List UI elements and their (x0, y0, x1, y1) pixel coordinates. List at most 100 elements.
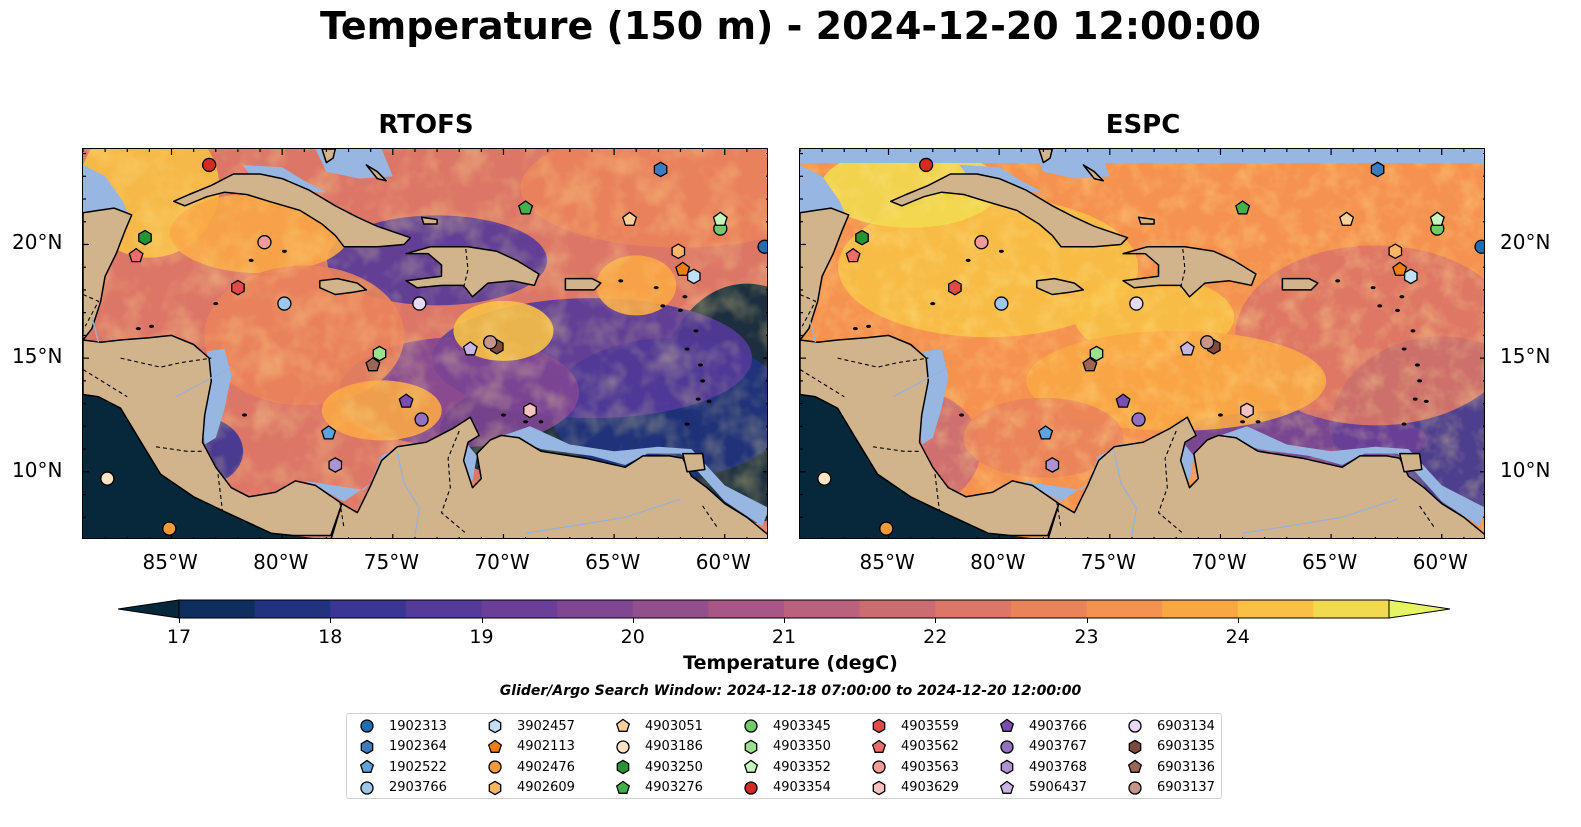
legend-marker-4902476[interactable] (488, 760, 502, 774)
legend-marker-icon (615, 718, 631, 732)
float-marker-4903629[interactable] (1240, 402, 1254, 419)
float-marker-6903134[interactable] (1129, 296, 1144, 311)
float-marker-4903354[interactable] (201, 157, 217, 173)
colorbar-label: Temperature (degC) (683, 652, 898, 674)
legend-marker-4903345[interactable] (744, 719, 758, 733)
legend-marker-4903250[interactable] (616, 759, 630, 775)
float-marker-4903559[interactable] (231, 279, 245, 296)
legend-marker-icon (872, 780, 886, 795)
legend-marker-1902364[interactable] (360, 739, 374, 754)
legend-label: 4903559 (901, 718, 959, 734)
float-marker-2903766[interactable] (994, 296, 1009, 311)
float-marker-4903768[interactable] (1045, 457, 1060, 473)
float-marker-4903768[interactable] (328, 457, 343, 473)
colorbar-bin (1086, 600, 1163, 618)
float-markers (817, 157, 1485, 536)
land-centralAm (800, 334, 1060, 537)
legend-marker-6903135[interactable] (1128, 739, 1142, 754)
float-marker-4903767[interactable] (1131, 412, 1146, 427)
legend-marker-4902113[interactable] (487, 739, 503, 753)
legend-marker-4903276[interactable] (615, 780, 631, 794)
float-marker-4903767[interactable] (414, 412, 429, 427)
float-marker-4903051[interactable] (622, 211, 638, 226)
legend-label: 6903137 (1157, 780, 1215, 795)
legend-marker-1902313[interactable] (360, 719, 374, 733)
float-marker-4903354[interactable] (918, 157, 934, 173)
float-marker-1902364[interactable] (1370, 161, 1385, 178)
float-marker-4902113[interactable] (1392, 261, 1408, 276)
float-marker-4903562[interactable] (128, 247, 144, 263)
legend-marker-4903767[interactable] (1000, 739, 1014, 754)
float-marker-1902522[interactable] (1038, 425, 1054, 440)
float-marker-1902364[interactable] (653, 161, 668, 178)
float-marker-2903766[interactable] (277, 296, 292, 311)
lon-tick-label: 75°W (1080, 550, 1137, 574)
float-marker-4903350[interactable] (372, 345, 387, 362)
float-marker-4903352[interactable] (1429, 211, 1445, 226)
float-marker-6903137[interactable] (1200, 335, 1215, 350)
legend-marker-2903766[interactable] (360, 780, 374, 795)
float-marker-4903352[interactable] (712, 211, 728, 226)
legend-marker-4903629[interactable] (872, 780, 886, 795)
float-marker-4903186[interactable] (817, 471, 832, 486)
colorbar-bin (632, 600, 709, 618)
legend-marker-4903768[interactable] (1000, 759, 1014, 775)
float-marker-4903563[interactable] (257, 235, 272, 250)
float-marker-4903766[interactable] (398, 393, 414, 408)
legend-marker-4903563[interactable] (872, 760, 886, 774)
float-marker-4903350[interactable] (1089, 345, 1104, 362)
float-marker-4903250[interactable] (138, 229, 152, 246)
legend-marker-4903562[interactable] (871, 739, 887, 753)
float-marker-4902113[interactable] (675, 261, 691, 276)
land-puertoRico (564, 277, 602, 291)
legend-label: 4902113 (517, 739, 575, 754)
map-panel-espc[interactable] (799, 148, 1485, 539)
float-marker-4903186[interactable] (100, 471, 115, 486)
legend-marker-4903350[interactable] (744, 739, 758, 754)
colorbar-tick-label: 20 (620, 626, 645, 648)
float-marker-4903276[interactable] (518, 200, 534, 215)
float-marker-3902457[interactable] (1403, 268, 1418, 285)
float-marker-3902457[interactable] (686, 268, 701, 285)
float-marker-1902313[interactable] (1474, 239, 1485, 254)
float-marker-1902522[interactable] (321, 425, 337, 440)
float-marker-6903137[interactable] (483, 335, 498, 350)
legend-marker-5906437[interactable] (999, 780, 1015, 794)
float-marker-4902476[interactable] (879, 521, 894, 536)
float-marker-4903250[interactable] (855, 229, 869, 246)
colorbar-tick-label: 19 (469, 626, 494, 648)
float-marker-6903134[interactable] (412, 296, 427, 311)
float-marker-4903766[interactable] (1115, 393, 1131, 408)
legend-marker-icon (1000, 739, 1014, 754)
float-marker-6903136[interactable] (365, 356, 381, 372)
country-borders (800, 248, 1436, 534)
legend-entry: 1902522 (359, 757, 447, 777)
float-marker-4903051[interactable] (1339, 211, 1355, 226)
legend-marker-3902457[interactable] (488, 718, 502, 734)
float-marker-1902313[interactable] (757, 239, 768, 254)
legend-marker-6903136[interactable] (1127, 759, 1143, 773)
legend-marker-1902522[interactable] (359, 759, 375, 773)
map-panel-rtofs[interactable] (82, 148, 768, 539)
float-marker-4902609[interactable] (1388, 243, 1403, 260)
legend-marker-4903186[interactable] (616, 739, 630, 754)
legend-marker-4903766[interactable] (999, 718, 1015, 732)
float-marker-4902476[interactable] (162, 521, 177, 536)
float-marker-4903559[interactable] (948, 279, 962, 296)
float-marker-5906437[interactable] (462, 341, 478, 356)
float-marker-6903136[interactable] (1082, 356, 1098, 372)
float-marker-5906437[interactable] (1179, 341, 1195, 356)
legend-marker-4903354[interactable] (744, 780, 758, 795)
legend-marker-4903051[interactable] (615, 718, 631, 732)
float-marker-4903276[interactable] (1235, 200, 1251, 215)
legend-marker-4903352[interactable] (743, 759, 759, 773)
float-marker-4903629[interactable] (523, 402, 537, 419)
legend-marker-6903134[interactable] (1128, 719, 1142, 733)
legend-marker-icon (359, 759, 375, 773)
legend-marker-6903137[interactable] (1128, 780, 1142, 795)
float-marker-4902609[interactable] (671, 243, 686, 260)
float-marker-4903563[interactable] (974, 235, 989, 250)
legend-marker-4902609[interactable] (488, 780, 502, 795)
legend-marker-4903559[interactable] (872, 718, 886, 734)
float-marker-4903562[interactable] (845, 247, 861, 263)
